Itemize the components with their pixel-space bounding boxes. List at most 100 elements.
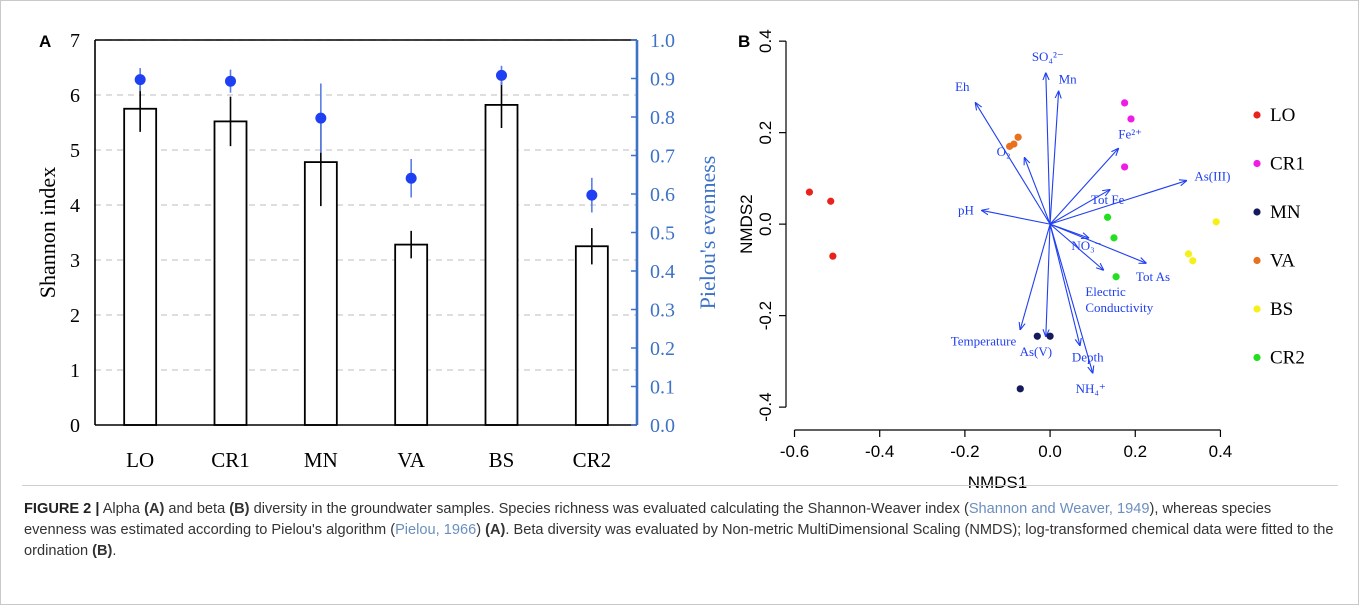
caption-text-segment: diversity in the groundwater samples. Sp… — [249, 501, 969, 517]
legend-dot-cr1 — [1253, 159, 1261, 168]
point-cr2 — [1112, 273, 1120, 281]
y-tick-label: 0 — [70, 415, 80, 437]
y2-tick-label: 1.0 — [650, 30, 675, 52]
vector-label: Temperature — [951, 333, 1017, 348]
evenness-point-va — [405, 172, 417, 184]
vector-arrow — [1049, 181, 1186, 225]
y2-tick-label: 0.1 — [650, 377, 675, 399]
vector-arrow — [1046, 224, 1051, 336]
vector-label: pH — [958, 202, 974, 217]
vector-arrow — [1049, 91, 1059, 225]
bar-cr2 — [574, 245, 609, 426]
x-tick-label: 0.2 — [1123, 442, 1147, 461]
y-axis-title: NMDS2 — [737, 194, 756, 254]
y-tick-label: 0.0 — [756, 212, 775, 236]
caption-panel-ref: (A) — [485, 522, 506, 538]
caption-text-segment: ) — [476, 522, 486, 538]
point-cr1 — [1121, 163, 1129, 171]
panel-a-bars — [123, 81, 609, 426]
caption-citation-link[interactable]: Shannon and Weaver, 1949 — [968, 501, 1150, 517]
panel-a-label: A — [39, 32, 51, 51]
vector-label: Eh — [955, 79, 970, 94]
y-tick-label: 0.4 — [756, 29, 775, 53]
vector-arrow — [982, 210, 1051, 225]
caption-panel-ref: (A) — [144, 501, 165, 517]
x-tick-label: -0.4 — [865, 442, 894, 461]
vector-label: NH₄⁺ — [1076, 381, 1106, 396]
panel-a-evenness-points — [134, 65, 598, 213]
figure-caption: FIGURE 2 | Alpha (A) and beta (B) divers… — [24, 499, 1334, 562]
legend-label-mn: MN — [1270, 202, 1301, 223]
caption-divider — [22, 485, 1338, 486]
y2-tick-label: 0.6 — [650, 184, 675, 206]
x-tick-label: CR1 — [211, 448, 250, 472]
bar-lo — [123, 107, 158, 426]
caption-text-segment: . — [112, 543, 117, 559]
x-tick-label: -0.6 — [780, 442, 809, 461]
vector-arrow — [976, 103, 1051, 225]
y2-tick-label: 0.8 — [650, 107, 675, 129]
y2-tick-label: 0.5 — [650, 223, 675, 245]
y2-tick-label: 0.4 — [650, 261, 675, 283]
caption-panel-ref: (B) — [229, 501, 250, 517]
panel-a-axes: 0 1 2 3 4 5 6 7 0.0 0.1 0.2 0.3 0.4 0.5 0.6 0.7 0.8 0.9 1.… — [35, 30, 720, 472]
vector-arrow — [1046, 73, 1051, 225]
y-tick-label: 0.2 — [756, 121, 775, 145]
x-tick-label: -0.2 — [950, 442, 979, 461]
vector-label: Fe²⁺ — [1118, 127, 1142, 142]
x-tick-label: 0.4 — [1209, 442, 1233, 461]
y2-tick-label: 0.0 — [650, 415, 675, 437]
point-lo — [829, 252, 837, 260]
y-tick-label: 3 — [70, 250, 80, 272]
vector-arrow — [1049, 149, 1118, 225]
panel-b-legend: LO CR1 MN VA BS CR2 — [1253, 105, 1305, 369]
point-cr2 — [1103, 213, 1112, 221]
point-cr2 — [1110, 234, 1118, 242]
panel-a-chart: A 0 1 2 3 4 5 6 7 0.0 0.1 0.2 0.3 0.4 0.5 0.6 0.7 0.8 0.9… — [35, 30, 720, 472]
caption-text-segment: . Beta diversity was evaluated by Non-me… — [24, 522, 1334, 559]
caption-text-segment: and beta — [164, 501, 230, 517]
panel-b-label: B — [738, 32, 750, 51]
y-tick-label: 6 — [70, 85, 80, 107]
point-va — [1014, 133, 1022, 141]
y-axis-title: Shannon index — [35, 167, 60, 298]
legend-dot-cr2 — [1253, 353, 1261, 362]
y-tick-label: -0.2 — [756, 301, 775, 330]
x-tick-label: VA — [397, 448, 425, 472]
evenness-point-lo — [134, 74, 146, 86]
y-tick-label: 4 — [70, 195, 80, 217]
evenness-point-bs — [496, 69, 507, 81]
bar-va — [394, 243, 429, 426]
bar-bs — [484, 104, 519, 426]
panel-b-points — [805, 99, 1220, 393]
panel-b-chart: B -0.6 -0.4 -0.2 0.0 0.2 0.4 -0.4 -0.2 0.0 0.2 0.4… — [737, 29, 1305, 490]
vector-label: Mn — [1059, 71, 1078, 86]
point-lo — [805, 188, 814, 196]
vector-label: As(V) — [1020, 344, 1053, 359]
point-va — [1010, 140, 1018, 148]
legend-label-va: VA — [1270, 251, 1295, 272]
legend-label-cr2: CR2 — [1270, 348, 1305, 369]
vector-label: SO₄²⁻ — [1032, 49, 1064, 64]
y2-tick-label: 0.7 — [650, 146, 675, 168]
caption-citation-link[interactable]: Pielou, 1966 — [395, 522, 477, 538]
evenness-point-cr2 — [586, 189, 598, 201]
point-cr1 — [1121, 99, 1129, 107]
vector-arrow — [1020, 223, 1051, 329]
panel-b-axes: -0.6 -0.4 -0.2 0.0 0.2 0.4 -0.4 -0.2 0.0 0.2 0.4 NM… — [737, 29, 1232, 490]
legend-dot-bs — [1253, 305, 1261, 313]
caption-text: Alpha (A) and beta (B) diversity in the … — [24, 501, 1334, 559]
vector-label: As(III) — [1194, 169, 1230, 184]
point-bs — [1184, 250, 1193, 258]
evenness-point-cr1 — [225, 75, 236, 87]
y2-tick-label: 0.2 — [650, 338, 675, 360]
legend-label-lo: LO — [1270, 105, 1295, 126]
y-tick-label: 1 — [70, 360, 80, 382]
y-tick-label: 7 — [70, 30, 80, 52]
legend-dot-mn — [1253, 208, 1261, 216]
x-axis-title: NMDS1 — [968, 473, 1028, 490]
vector-label: NO₃⁻ — [1071, 238, 1101, 253]
legend-dot-lo — [1253, 111, 1261, 119]
caption-text-segment: ), whereas species evenness was estimate… — [24, 501, 1272, 538]
